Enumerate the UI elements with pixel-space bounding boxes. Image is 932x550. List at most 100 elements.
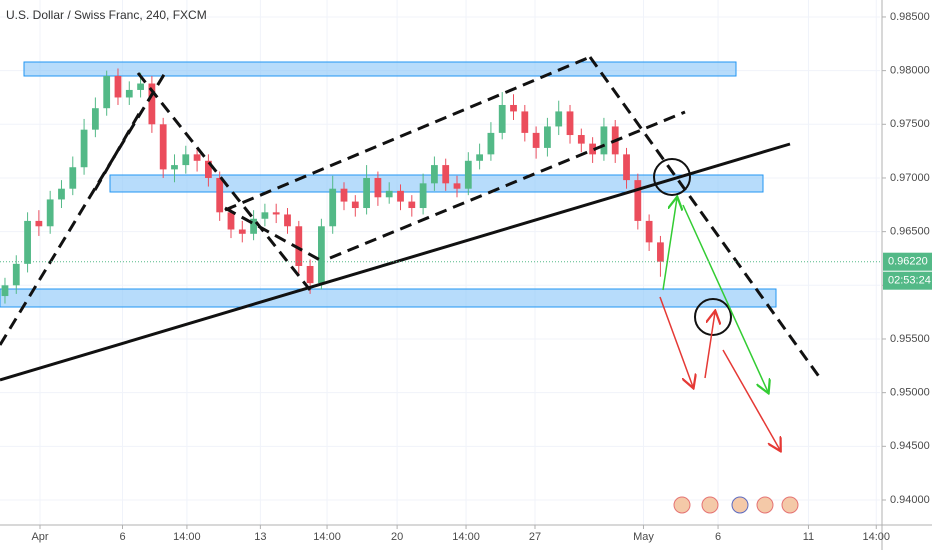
y-tick-label: 0.94000 bbox=[890, 494, 930, 506]
x-tick-label: 14:00 bbox=[452, 531, 480, 543]
trend-line bbox=[0, 142, 791, 382]
dashed-line bbox=[329, 110, 686, 260]
x-tick-label: Apr bbox=[31, 531, 48, 543]
x-tick-label: 20 bbox=[391, 531, 403, 543]
event-icon bbox=[701, 496, 719, 514]
candle-body bbox=[555, 111, 563, 127]
candle-body bbox=[204, 160, 212, 178]
candle-body bbox=[35, 220, 43, 227]
candle-body bbox=[318, 226, 325, 284]
candle-body bbox=[634, 180, 642, 221]
event-icons bbox=[673, 496, 799, 514]
dashed-line bbox=[0, 72, 167, 346]
candle-body bbox=[171, 165, 178, 170]
candle-body bbox=[351, 201, 359, 209]
candle-body bbox=[408, 201, 416, 209]
candle-body bbox=[385, 190, 393, 198]
candle-body bbox=[137, 83, 144, 90]
zone bbox=[23, 61, 737, 77]
candle-body bbox=[159, 124, 167, 170]
x-tick-label: 14:00 bbox=[173, 531, 201, 543]
candle-body bbox=[363, 177, 370, 209]
dashed-line bbox=[136, 72, 312, 291]
y-tick-label: 0.98500 bbox=[890, 11, 930, 23]
candle-body bbox=[80, 129, 88, 168]
candle-body bbox=[284, 214, 291, 227]
arrow bbox=[682, 204, 768, 392]
candle-body bbox=[577, 135, 585, 144]
candle-body bbox=[340, 188, 348, 202]
event-icon bbox=[731, 496, 749, 514]
circle bbox=[694, 298, 732, 336]
dashed-line bbox=[93, 111, 142, 191]
candle-body bbox=[114, 75, 122, 98]
y-tick-label: 0.97500 bbox=[890, 118, 930, 130]
candle-body bbox=[148, 83, 156, 125]
candle-body bbox=[24, 220, 31, 264]
arrow bbox=[704, 312, 715, 379]
candle-body bbox=[453, 183, 461, 189]
x-tick-label: 13 bbox=[254, 531, 266, 543]
grid bbox=[0, 0, 880, 525]
candle-body bbox=[532, 132, 540, 148]
price-label: 0.96220 bbox=[888, 256, 928, 268]
candle-body bbox=[600, 126, 608, 155]
x-tick-label: 14:00 bbox=[313, 531, 341, 543]
x-tick-label: 27 bbox=[529, 531, 541, 543]
drawings bbox=[0, 61, 777, 308]
candle-body bbox=[623, 154, 630, 181]
drawings bbox=[0, 55, 822, 450]
candle-body bbox=[442, 165, 450, 184]
candle-body bbox=[521, 111, 529, 133]
arrow bbox=[722, 349, 780, 450]
candle-body bbox=[125, 89, 133, 98]
y-tick-label: 0.96500 bbox=[890, 226, 930, 238]
candle-body bbox=[272, 212, 280, 215]
candle-body bbox=[510, 104, 517, 112]
y-tick-label: 0.94500 bbox=[890, 440, 930, 452]
axes: 0.940000.945000.950000.955000.960000.965… bbox=[0, 11, 932, 543]
candle-body bbox=[216, 177, 224, 213]
candle-body bbox=[431, 165, 438, 184]
x-tick-label: 14:00 bbox=[863, 531, 891, 543]
candle-body bbox=[91, 108, 99, 130]
candle-body bbox=[306, 265, 314, 284]
x-tick-label: 6 bbox=[715, 531, 721, 543]
candle-body bbox=[193, 154, 201, 161]
dashed-line bbox=[588, 56, 822, 379]
candle-body bbox=[238, 229, 246, 234]
y-tick-label: 0.97000 bbox=[890, 172, 930, 184]
arrow bbox=[662, 198, 677, 291]
countdown: 02:53:24 bbox=[888, 275, 931, 287]
event-icon bbox=[756, 496, 774, 514]
chart-title: U.S. Dollar / Swiss Franc, 240, FXCM bbox=[6, 8, 207, 22]
candle-body bbox=[227, 212, 235, 230]
event-icon bbox=[781, 496, 799, 514]
dashed-line bbox=[224, 55, 591, 212]
candle-body bbox=[397, 190, 404, 202]
candle-body bbox=[657, 242, 664, 262]
x-tick-label: 11 bbox=[803, 531, 814, 543]
x-tick-label: 6 bbox=[119, 531, 125, 543]
candle-body bbox=[476, 154, 483, 161]
y-tick-label: 0.95500 bbox=[890, 333, 930, 345]
candle-body bbox=[58, 188, 65, 200]
candle-body bbox=[182, 154, 190, 166]
candle-body bbox=[329, 188, 337, 227]
candle-body bbox=[295, 226, 303, 266]
candle-body bbox=[69, 167, 77, 189]
candle-body bbox=[544, 126, 551, 148]
candle-body bbox=[12, 263, 20, 286]
countdown-box bbox=[883, 271, 932, 290]
dashed-line bbox=[224, 206, 321, 262]
price-label-box bbox=[883, 252, 932, 271]
candle-body bbox=[1, 285, 9, 297]
event-icon bbox=[673, 496, 691, 514]
candle-body bbox=[261, 212, 269, 219]
candle-body bbox=[374, 177, 382, 198]
candle-body bbox=[464, 160, 472, 189]
arrow bbox=[659, 296, 693, 387]
candle-body bbox=[419, 183, 427, 209]
candle-body bbox=[250, 218, 257, 234]
